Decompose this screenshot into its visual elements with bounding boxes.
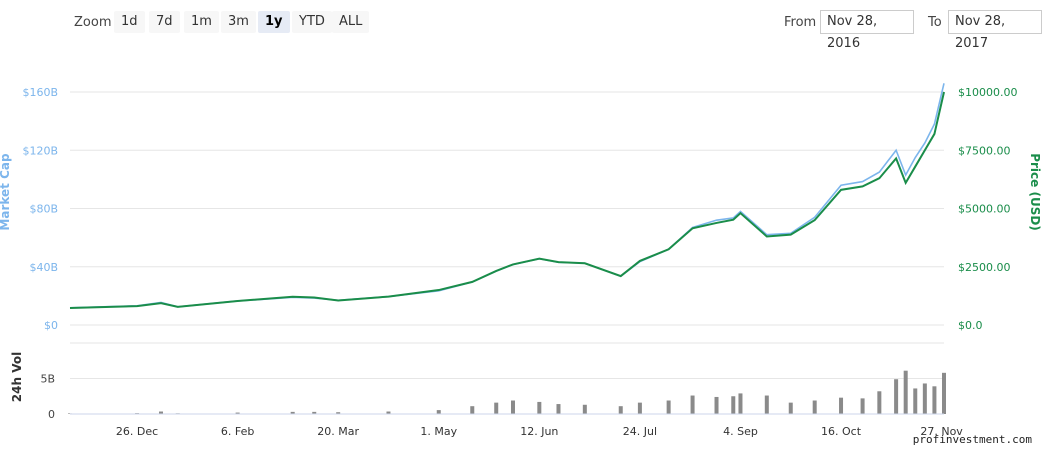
x-axis-tick-label: 27. Nov (920, 425, 963, 438)
volume-tick-label: 5B (40, 373, 55, 386)
volume-bar (666, 400, 671, 414)
watermark-text: profinvestment.com (912, 433, 1032, 446)
volume-bar (860, 398, 865, 414)
x-axis-tick-label: 4. Sep (723, 425, 758, 438)
volume-bar (336, 412, 341, 414)
volume-bar (582, 404, 587, 414)
right-axis-tick-label: $0.0 (958, 319, 983, 332)
range-selector-toolbar: Zoom 1d 7d 1m 3m 1y YTD ALL From Nov 28,… (70, 10, 1042, 51)
from-label: From (784, 15, 817, 30)
volume-bar (690, 395, 695, 414)
zoom-all-button[interactable]: ALL (332, 11, 370, 33)
right-axis-tick-label: $2500.00 (958, 261, 1011, 274)
zoom-1m-button[interactable]: 1m (184, 11, 219, 33)
left-axis-tick-label: $80B (29, 203, 58, 216)
from-date-input[interactable]: Nov 28, 2016 (820, 10, 914, 51)
zoom-7d-button[interactable]: 7d (149, 11, 180, 33)
volume-bar (764, 395, 769, 414)
x-axis-tick-label: 6. Feb (221, 425, 254, 438)
x-axis-tick-label: 12. Jun (520, 425, 558, 438)
volume-bar (894, 379, 899, 414)
volume-bar (913, 388, 918, 414)
zoom-label: Zoom (74, 15, 112, 30)
market-cap-line (69, 83, 945, 309)
volume-bar (942, 372, 946, 414)
volume-bar (903, 370, 908, 414)
left-axis-tick-label: $0 (44, 319, 58, 332)
x-axis-tick-label: 16. Oct (821, 425, 862, 438)
x-axis-tick-label: 1. May (420, 425, 457, 438)
volume-bar (714, 396, 719, 414)
volume-bar (312, 411, 317, 414)
volume-bar (932, 386, 937, 414)
volume-bar (877, 391, 882, 414)
volume-bar (738, 393, 743, 414)
volume-bar (731, 396, 736, 414)
zoom-1d-button[interactable]: 1d (114, 11, 145, 33)
volume-bar (386, 411, 391, 414)
right-axis-title: Price (USD) (1028, 153, 1042, 231)
volume-bar (637, 402, 642, 414)
volume-bar (922, 383, 927, 414)
right-axis-tick-label: $5000.00 (958, 203, 1011, 216)
volume-bar (290, 411, 295, 414)
volume-bar (618, 406, 623, 414)
x-axis-tick-label: 20. Mar (317, 425, 359, 438)
volume-bar (788, 402, 793, 414)
left-axis-tick-label: $160B (22, 86, 58, 99)
volume-bar (470, 406, 475, 414)
volume-bar (235, 412, 240, 414)
volume-bar (436, 410, 441, 414)
volume-bar (556, 404, 561, 414)
volume-bar (839, 397, 844, 414)
zoom-ytd-button[interactable]: YTD (292, 11, 332, 33)
volume-axis-title: 24h Vol (10, 352, 24, 402)
volume-bar (510, 400, 515, 414)
volume-bar (494, 402, 499, 414)
price-line (69, 91, 945, 309)
zoom-3m-button[interactable]: 3m (221, 11, 256, 33)
left-axis-title: Market Cap (0, 153, 12, 231)
left-axis-tick-label: $40B (29, 261, 58, 274)
to-label: To (928, 15, 942, 30)
right-axis-tick-label: $10000.00 (958, 86, 1018, 99)
x-axis-tick-label: 24. Jul (623, 425, 657, 438)
right-axis-tick-label: $7500.00 (958, 144, 1011, 157)
x-axis-tick-label: 26. Dec (116, 425, 158, 438)
volume-bar (812, 400, 817, 414)
volume-tick-label: 0 (48, 408, 55, 421)
volume-bar (158, 411, 163, 414)
left-axis-tick-label: $120B (22, 144, 58, 157)
zoom-1y-button[interactable]: 1y (258, 11, 290, 33)
to-date-input[interactable]: Nov 28, 2017 (948, 10, 1042, 51)
volume-bar (537, 401, 542, 414)
